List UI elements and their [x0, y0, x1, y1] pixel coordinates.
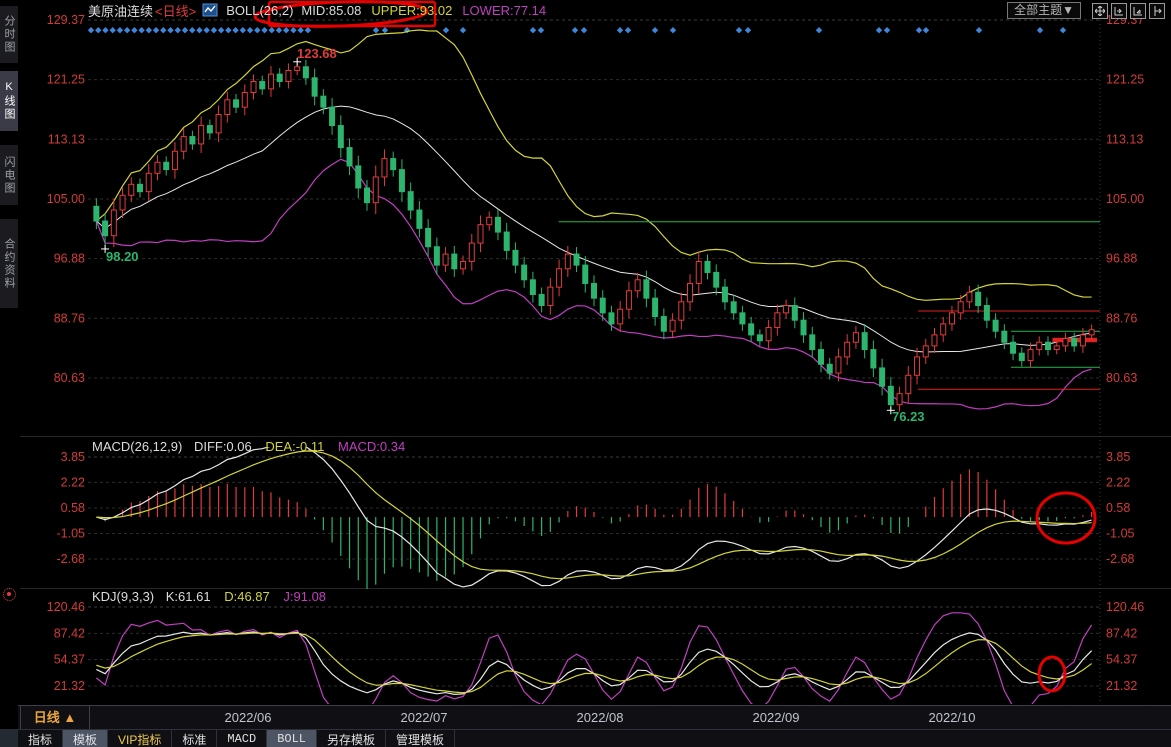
move-icon[interactable] [1092, 2, 1108, 19]
tab-templates[interactable]: 模板 [63, 730, 109, 747]
major-low-price-label: 76.23 [892, 409, 925, 424]
svg-text:96.88: 96.88 [54, 252, 85, 266]
svg-text:54.37: 54.37 [1106, 653, 1137, 667]
sidebar-item-time-chart[interactable]: 分时图 [0, 6, 18, 63]
svg-text:54.37: 54.37 [54, 653, 85, 667]
svg-text:129.37: 129.37 [47, 13, 85, 27]
symbol-title: 美原油连续 [88, 3, 154, 19]
chart-logo-icon [202, 3, 218, 17]
x-axis-zoom-icon[interactable] [1111, 2, 1127, 19]
svg-text:121.25: 121.25 [47, 73, 85, 87]
svg-text:2.22: 2.22 [61, 475, 85, 489]
svg-text:87.42: 87.42 [54, 626, 85, 640]
x-axis-label: 2022/06 [224, 710, 272, 725]
svg-text:-1.05: -1.05 [57, 527, 86, 541]
svg-text:121.25: 121.25 [1106, 73, 1144, 87]
boll-upper-value: UPPER:93.02 [371, 2, 453, 18]
kdj-d-value: D:46.87 [224, 589, 270, 604]
svg-text:-2.68: -2.68 [57, 552, 86, 566]
x-axis-label: 2022/08 [576, 710, 624, 725]
tab-macd[interactable]: MACD [217, 730, 268, 747]
x-axis-label: 2022/10 [928, 710, 976, 725]
theme-dropdown[interactable]: 全部主题▼ [1007, 2, 1081, 19]
x-axis-row: 日线 ▲ 2022/06 2022/07 2022/08 2022/09 202… [18, 705, 1171, 730]
period-tag: <日线> [155, 3, 197, 19]
corner-block [0, 729, 18, 747]
sidebar-item-kline-chart[interactable]: K线图 [0, 71, 18, 131]
svg-text:21.32: 21.32 [1106, 679, 1137, 693]
svg-text:-1.05: -1.05 [1106, 527, 1135, 541]
macd-diff-value: DIFF:0.06 [193, 439, 252, 454]
svg-text:21.32: 21.32 [54, 679, 85, 693]
svg-text:105.00: 105.00 [1106, 192, 1144, 206]
tab-indicators[interactable]: 指标 [18, 730, 64, 747]
indicator-tab-bar: 指标 模板 VIP指标 标准 MACD BOLL 另存模板 管理模板 [18, 729, 1171, 747]
kdj-label: KDJ(9,3,3) [92, 589, 155, 604]
svg-text:87.42: 87.42 [1106, 626, 1137, 640]
svg-text:113.13: 113.13 [1106, 132, 1143, 146]
svg-text:80.63: 80.63 [1106, 371, 1137, 385]
svg-text:-2.68: -2.68 [1106, 552, 1135, 566]
kdj-j-value: J:91.08 [283, 589, 327, 604]
sidebar-item-contract-info[interactable]: 合约资料 [0, 219, 18, 308]
x-axis-label: 2022/07 [400, 710, 448, 725]
boll-label: BOLL(26,2) [226, 2, 294, 18]
indicator-settings-icon[interactable] [3, 588, 16, 601]
tab-standard[interactable]: 标准 [172, 730, 218, 747]
tab-save-template[interactable]: 另存模板 [317, 730, 387, 747]
kdj-k-value: K:61.61 [165, 589, 211, 604]
svg-text:3.85: 3.85 [1106, 450, 1130, 464]
svg-text:3.85: 3.85 [61, 450, 85, 464]
tab-manage-templates[interactable]: 管理模板 [386, 730, 456, 747]
svg-text:80.63: 80.63 [54, 371, 85, 385]
svg-text:120.46: 120.46 [1106, 600, 1144, 614]
kdj-header: KDJ(9,3,3) K:61.61 D:46.87 J:91.08 [92, 589, 326, 604]
svg-text:105.00: 105.00 [47, 192, 85, 206]
left-low-price-label: 98.20 [106, 249, 139, 264]
svg-text:0.58: 0.58 [61, 501, 85, 515]
macd-header: MACD(26,12,9) DIFF:0.06 DEA:-0.11 MACD:0… [92, 439, 405, 454]
pan-right-icon[interactable] [1149, 2, 1165, 19]
svg-text:120.46: 120.46 [47, 600, 85, 614]
boll-mid-value: MID:85.08 [301, 2, 362, 18]
tab-vip-indicators[interactable]: VIP指标 [108, 730, 173, 747]
sidebar-item-lightning-chart[interactable]: 闪电图 [0, 145, 18, 205]
svg-text:2.22: 2.22 [1106, 475, 1130, 489]
macd-label: MACD(26,12,9) [92, 439, 183, 454]
x-axis-label: 2022/09 [752, 710, 800, 725]
tab-boll[interactable]: BOLL [267, 730, 318, 747]
peak-price-label: 123.68 [297, 46, 337, 61]
svg-text:88.76: 88.76 [54, 311, 85, 325]
macd-dea-value: DEA:-0.11 [265, 439, 325, 454]
svg-text:88.76: 88.76 [1106, 311, 1137, 325]
macd-macd-value: MACD:0.34 [338, 439, 406, 454]
boll-lower-value: LOWER:77.14 [462, 2, 547, 18]
svg-text:96.88: 96.88 [1106, 252, 1137, 266]
y-axis-zoom-icon[interactable] [1130, 2, 1146, 19]
period-selector[interactable]: 日线 ▲ [20, 706, 90, 729]
svg-text:0.58: 0.58 [1106, 501, 1130, 515]
chart-header: 美原油连续 <日线> BOLL(26,2) MID:85.08 UPPER:93… [88, 0, 546, 20]
svg-text:113.13: 113.13 [48, 132, 85, 146]
